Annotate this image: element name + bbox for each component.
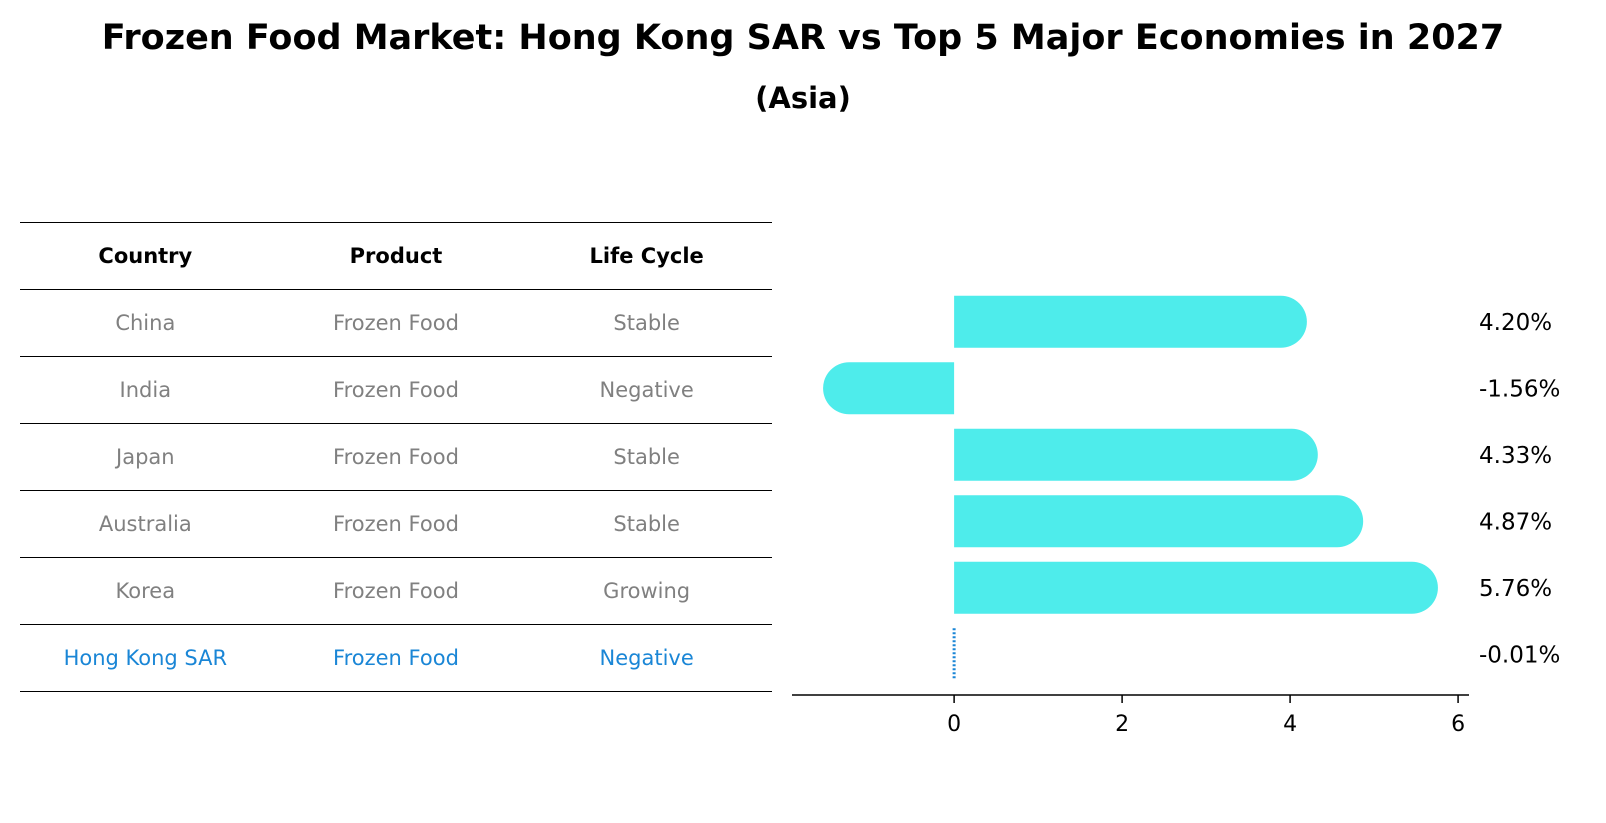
column-header-country: Country <box>20 222 271 290</box>
life-cycle-table: Country Product Life Cycle China Frozen … <box>20 222 772 692</box>
cell-country: Australia <box>20 490 271 558</box>
cell-product: Frozen Food <box>270 423 522 491</box>
bar <box>954 561 1438 614</box>
cell-country: Japan <box>20 423 271 491</box>
cell-country: India <box>20 356 271 424</box>
cell-country: China <box>20 289 271 357</box>
data-label: 4.33% <box>1479 443 1552 469</box>
data-label: -1.56% <box>1479 376 1560 402</box>
cell-country: Korea <box>20 557 271 625</box>
data-label: 4.87% <box>1479 509 1552 535</box>
x-tick-label: 0 <box>947 712 961 737</box>
bar <box>954 295 1307 348</box>
data-label: -0.01% <box>1479 642 1560 668</box>
bar <box>823 362 955 415</box>
table-header-row: Country Product Life Cycle <box>20 222 772 290</box>
bar <box>954 428 1318 481</box>
cell-product: Frozen Food <box>270 557 522 625</box>
data-label: 5.76% <box>1479 576 1552 602</box>
cell-product: Frozen Food <box>270 490 522 558</box>
x-tick-label: 2 <box>1115 712 1129 737</box>
cell-product: Frozen Food <box>270 356 522 424</box>
cell-product: Frozen Food <box>270 289 522 357</box>
x-tick-label: 6 <box>1451 712 1465 737</box>
column-header-product: Product <box>270 222 522 290</box>
cell-life-cycle: Growing <box>521 557 772 625</box>
table-row: Japan Frozen Food Stable <box>20 423 772 491</box>
chart-title: Frozen Food Market: Hong Kong SAR vs Top… <box>101 18 1505 58</box>
cell-life-cycle: Stable <box>521 490 772 558</box>
cell-product: Frozen Food <box>270 624 522 692</box>
cell-life-cycle: Stable <box>521 423 772 491</box>
table-row-highlight: Hong Kong SAR Frozen Food Negative <box>20 624 772 692</box>
table-row: China Frozen Food Stable <box>20 289 772 357</box>
data-label: 4.20% <box>1479 310 1552 336</box>
bar <box>954 495 1364 548</box>
x-tick-label: 4 <box>1283 712 1297 737</box>
table-row: Korea Frozen Food Growing <box>20 557 772 625</box>
chart-subtitle: (Asia) <box>755 81 851 115</box>
cell-country: Hong Kong SAR <box>20 624 271 692</box>
column-header-life-cycle: Life Cycle <box>521 222 772 290</box>
cell-life-cycle: Stable <box>521 289 772 357</box>
cell-life-cycle: Negative <box>521 624 772 692</box>
table-row: Australia Frozen Food Stable <box>20 490 772 558</box>
table-row: India Frozen Food Negative <box>20 356 772 424</box>
